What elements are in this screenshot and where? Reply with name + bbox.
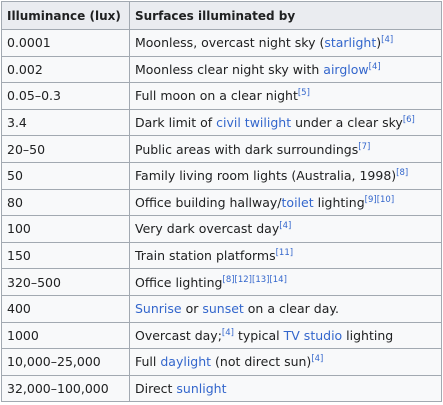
description-text: Train station platforms: [135, 248, 276, 264]
surface-cell: Full daylight (not direct sun)[4]: [129, 348, 442, 376]
description-text: Dark limit of: [135, 115, 217, 131]
reference-link[interactable]: [4]: [368, 61, 381, 72]
reference-link[interactable]: [8]: [396, 168, 409, 179]
lux-cell: 32,000–100,000: [1, 374, 130, 403]
table-row: 150 Train station platforms[11]: [1, 241, 442, 270]
wiki-link[interactable]: sunset: [202, 301, 244, 317]
description-text: (not direct sun): [211, 354, 312, 370]
table-row: 400 Sunrise or sunset on a clear day.: [1, 294, 442, 323]
surface-cell: Office lighting[8][12][13][14]: [129, 268, 442, 296]
description-text: on a clear day.: [243, 301, 339, 317]
lux-cell: 20–50: [1, 135, 130, 163]
header-row: Illuminance (lux) Surfaces illuminated b…: [1, 1, 442, 30]
table-row: 0.002 Moonless clear night sky with airgl…: [1, 55, 442, 84]
lux-cell: 100: [1, 215, 130, 243]
surface-cell: Full moon on a clear night[5]: [129, 82, 442, 110]
description-text: Office building hallway/: [135, 194, 282, 210]
surface-cell: Public areas with dark surroundings[7]: [129, 135, 442, 163]
lux-cell: 1000: [1, 321, 130, 350]
table-row: 1000 Overcast day;[4] typical TV studio l…: [1, 321, 442, 350]
surface-cell: Moonless, overcast night sky (starlight)…: [129, 29, 442, 57]
lux-cell: 320–500: [1, 268, 130, 296]
description-text: Direct: [135, 381, 177, 397]
description-text: Moonless clear night sky with: [135, 61, 324, 77]
description-text: Overcast day;: [135, 327, 222, 343]
description-text: typical: [233, 327, 284, 343]
reference-link[interactable]: [12]: [234, 274, 252, 285]
table-row: 50 Family living room lights (Australia, …: [1, 161, 442, 190]
lux-cell: 150: [1, 241, 130, 270]
description-text: under a clear sky: [291, 115, 403, 131]
wiki-link[interactable]: starlight: [324, 35, 377, 51]
lux-cell: 50: [1, 161, 130, 190]
table-row: 100 Very dark overcast day[4]: [1, 215, 442, 243]
description-text: lighting: [342, 327, 394, 343]
lux-cell: 80: [1, 188, 130, 217]
wiki-link[interactable]: daylight: [160, 354, 212, 370]
description-text: Family living room lights (Australia, 19…: [135, 168, 397, 184]
lux-cell: 0.05–0.3: [1, 82, 130, 110]
surface-cell: Train station platforms[11]: [129, 241, 442, 270]
lux-cell: 0.002: [1, 55, 130, 84]
table-row: 0.0001 Moonless, overcast night sky (star…: [1, 29, 442, 57]
wiki-link[interactable]: civil twilight: [216, 115, 292, 131]
reference-link[interactable]: [13]: [252, 274, 270, 285]
description-text: or: [181, 301, 203, 317]
description-text: Office lighting: [135, 274, 223, 290]
reference-link[interactable]: [14]: [269, 274, 287, 285]
surface-cell: Moonless clear night sky with airglow[4]: [129, 55, 442, 84]
reference-link[interactable]: [4]: [381, 35, 394, 46]
reference-link[interactable]: [11]: [275, 247, 294, 258]
wiki-link[interactable]: airglow: [323, 61, 369, 77]
lux-cell: 10,000–25,000: [1, 348, 130, 376]
surface-cell: Office building hallway/toilet lighting[…: [129, 188, 442, 217]
table-row: 20–50 Public areas with dark surroundings…: [1, 135, 442, 163]
table-row: 32,000–100,000 Direct sunlight: [1, 374, 442, 403]
description-text: Very dark overcast day: [135, 221, 280, 237]
wiki-link[interactable]: Sunrise: [135, 301, 182, 317]
reference-link[interactable]: [8]: [222, 274, 235, 285]
table-row: 80 Office building hallway/toilet lightin…: [1, 188, 442, 217]
table-row: 0.05–0.3 Full moon on a clear night[5]: [1, 82, 442, 110]
reference-link[interactable]: [4]: [279, 221, 292, 232]
description-text: Full: [135, 354, 161, 370]
surface-cell: Very dark overcast day[4]: [129, 215, 442, 243]
table-row: 10,000–25,000 Full daylight (not direct s…: [1, 348, 442, 376]
surface-cell: Dark limit of civil twilight under a cle…: [129, 108, 442, 137]
header-surfaces: Surfaces illuminated by: [129, 1, 442, 30]
reference-link[interactable]: [5]: [297, 88, 310, 99]
lux-cell: 400: [1, 294, 130, 323]
wiki-link[interactable]: TV studio: [283, 327, 343, 343]
wiki-link[interactable]: toilet: [281, 194, 314, 210]
description-text: lighting: [313, 194, 365, 210]
surface-cell: Family living room lights (Australia, 19…: [129, 161, 442, 190]
description-text: Public areas with dark surroundings: [135, 141, 359, 157]
surface-cell: Sunrise or sunset on a clear day.: [129, 294, 442, 323]
reference-link[interactable]: [4]: [221, 327, 234, 338]
reference-link[interactable]: [7]: [358, 141, 371, 152]
table-row: 3.4 Dark limit of civil twilight under a …: [1, 108, 442, 137]
table-row: 320–500 Office lighting[8][12][13][14]: [1, 268, 442, 296]
lux-cell: 0.0001: [1, 29, 130, 57]
surface-cell: Overcast day;[4] typical TV studio light…: [129, 321, 442, 350]
header-illuminance: Illuminance (lux): [1, 1, 130, 30]
reference-link[interactable]: [9]: [364, 194, 377, 205]
description-text: Full moon on a clear night: [135, 88, 298, 104]
lux-cell: 3.4: [1, 108, 130, 137]
wiki-link[interactable]: sunlight: [176, 381, 227, 397]
table-body: 0.0001 Moonless, overcast night sky (star…: [1, 29, 442, 403]
description-text: ): [376, 35, 382, 51]
description-text: Moonless, overcast night sky (: [135, 35, 325, 51]
surface-cell: Direct sunlight: [129, 374, 442, 403]
reference-link[interactable]: [6]: [402, 114, 415, 125]
reference-link[interactable]: [4]: [311, 354, 324, 365]
reference-link[interactable]: [10]: [376, 194, 395, 205]
